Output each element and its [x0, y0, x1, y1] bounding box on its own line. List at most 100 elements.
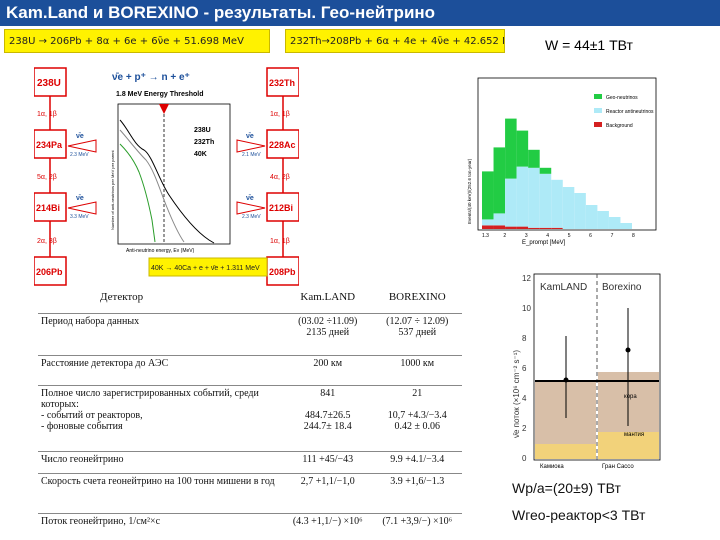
kamland-value: 841 484.7±26.5 244.7± 18.4	[283, 385, 373, 452]
row-label: Период набора данных	[38, 313, 283, 356]
pb208-label: 208Pb	[269, 267, 296, 277]
borexino-value: 9.9 +4.1/−3.4	[372, 451, 462, 474]
spectrum-tick-label: 1.3	[482, 233, 489, 239]
th-step1: 1α, 1β	[270, 111, 290, 118]
spectrum-bar-geo-neutrinos	[539, 167, 552, 174]
crust-label: кора	[624, 394, 637, 400]
table-row: Период набора данных (03.02 ÷11.09) 2135…	[38, 313, 462, 356]
spectrum-bar-background	[528, 227, 540, 229]
u-step2: 5α, 2β	[37, 174, 57, 181]
nu-bi212-energy: 2.3 MeV	[242, 214, 261, 220]
ibd-reaction: ν̄e + p⁺ → n + e⁺	[112, 72, 190, 83]
kamland-value: 111 +45/−43	[283, 451, 373, 474]
svg-text:ν̄e: ν̄e	[246, 194, 254, 202]
georeactor-power-limit: Wгео-реактор<3 ТВт	[512, 507, 646, 523]
svg-text:ν̄e: ν̄e	[76, 132, 84, 140]
mantle-label: мантия	[624, 432, 644, 438]
table-row: Расстояние детектора до АЭС 200 км 1000 …	[38, 355, 462, 386]
spectrum-tick-label: 5	[568, 233, 571, 239]
row-label: Полное число зарегистрированных событий,…	[38, 385, 283, 452]
decay-chain-diagram: 238U 234Pa 214Bi 206Pb 1α, 1β 5α, 2β 2α,…	[34, 67, 299, 286]
spectrum-y-axis-label: Events/(40 keV)/(252.6 ton·year)	[467, 158, 472, 224]
spectrum-bar-reactor-antineutrinos	[608, 217, 621, 229]
th-chain-column: 232Th 228Ac 212Bi 208Pb 1α, 1β 4α, 2β 1α…	[266, 67, 299, 286]
spectrum-bar-background	[505, 226, 517, 229]
flux-tick-label: 10	[522, 304, 531, 313]
spectrum-bar-geo-neutrinos	[505, 118, 517, 179]
neutrino-arrows: ν̄e 2.3 MeV ν̄e 3.3 MeV ν̄e 2.1 MeV ν̄e …	[67, 132, 266, 220]
group-borexino: Borexino	[602, 282, 642, 293]
borexino-value: (7.1 +3,9/−) ×10⁶	[372, 513, 462, 529]
row-label: Число геонейтрино	[38, 451, 283, 474]
spectrum-bar-reactor-antineutrinos	[516, 166, 529, 227]
group-kamland: KamLAND	[540, 282, 587, 293]
flux-tick-label: 4	[522, 394, 527, 403]
spectrum-bar-geo-neutrinos	[482, 171, 494, 220]
kamland-value: 2,7 +1,1/−1,0	[283, 473, 373, 514]
u-chain-column: 238U 234Pa 214Bi 206Pb 1α, 1β 5α, 2β 2α,…	[34, 67, 67, 286]
kamland-value: (4.3 +1,1/−) ×10⁶	[283, 513, 373, 529]
table-row: Полное число зарегистрированных событий,…	[38, 385, 462, 452]
kamland-value: (03.02 ÷11.09) 2135 дней	[283, 313, 373, 356]
legend-geo: Geo-neutrinos	[606, 95, 638, 101]
u-step3: 2α, 3β	[37, 238, 57, 245]
flux-tick-label: 2	[522, 424, 527, 433]
spectrum-tick-label: 8	[632, 233, 635, 239]
table-header-row: Детектор Kam.LAND BOREXINO	[38, 285, 462, 314]
geoneutrino-flux-chart: KamLAND Borexino кора мантия 0 2 4 6 8 10 12 К…	[510, 268, 662, 473]
table-row: Скорость счета геонейтрино на 100 тонн м…	[38, 473, 462, 514]
th-step3: 1α, 1β	[270, 238, 290, 245]
svg-text:ν̄e: ν̄e	[76, 194, 84, 202]
k40-decay-equation: 40K → 40Ca + e + ν̄e + 1.311 MeV	[151, 265, 260, 272]
spectrum-bar-reactor-antineutrinos	[574, 193, 586, 229]
spectrum-bar-background	[539, 227, 552, 229]
spectrum-bar-reactor-antineutrinos	[528, 167, 540, 228]
nu-bi214-energy: 3.3 MeV	[70, 214, 89, 220]
header-kamland: Kam.LAND	[300, 291, 356, 303]
thorium-decay-equation: 232Th→208Pb + 6α + 4e + 4ν̄e + 42.652 Me…	[285, 29, 505, 53]
flux-tick-label: 0	[522, 454, 527, 463]
row-label: Расстояние детектора до АЭС	[38, 355, 283, 386]
kamland-spectrum-chart: Geo-neutrinos Reactor antineutrinos Back…	[462, 74, 662, 246]
legend-geo-swatch	[594, 94, 602, 99]
nu-ac-energy: 2.1 MeV	[242, 152, 261, 158]
table-row: Число геонейтрино 111 +45/−43 9.9 +4.1/−…	[38, 451, 462, 474]
pb206-label: 206Pb	[36, 267, 63, 277]
site-kamioka: Камиока	[540, 464, 564, 470]
ac228-label: 228Ac	[269, 140, 296, 150]
flux-tick-label: 6	[522, 364, 527, 373]
spectrum-bar-background	[482, 225, 494, 229]
flux-tick-label: 12	[522, 274, 531, 283]
u238-label: 238U	[37, 78, 61, 89]
legend-u: 238U	[194, 127, 211, 134]
site-gran-sasso: Гран Сассо	[602, 464, 634, 470]
header-borexino: BOREXINO	[388, 291, 446, 303]
spectrum-bar-reactor-antineutrinos	[482, 219, 494, 226]
spectrum-tick-label: 3	[525, 233, 528, 239]
svg-text:ν̄e: ν̄e	[246, 132, 254, 140]
spectrum-bar-background	[516, 226, 529, 229]
borexino-value: 21 10,7 +4.3/−3.4 0.42 ± 0.06	[372, 385, 462, 452]
spectrum-tick-label: 7	[611, 233, 614, 239]
bi212-label: 212Bi	[269, 203, 293, 213]
th-step2: 4α, 2β	[270, 174, 290, 181]
antineutrino-spectrum-plot: ν̄e + p⁺ → n + e⁺ 1.8 MeV Energy Thresho…	[110, 72, 231, 254]
spectrum-bar-reactor-antineutrinos	[562, 187, 575, 229]
pa234-label: 234Pa	[36, 140, 63, 150]
flux-tick-label: 8	[522, 334, 527, 343]
legend-reactor: Reactor antineutrinos	[606, 109, 654, 115]
spectrum-bar-reactor-antineutrinos	[505, 178, 517, 227]
detector-comparison-table: Детектор Kam.LAND BOREXINO Период набора…	[38, 285, 462, 529]
spectrum-bar-geo-neutrinos	[516, 130, 529, 167]
uranium-decay-equation: 238U → 206Pb + 8α + 6e + 6ν̄e + 51.698 M…	[4, 29, 270, 53]
kamland-value: 200 км	[283, 355, 373, 386]
spectrum-bar-geo-neutrinos	[493, 147, 506, 214]
spectrum-bar-reactor-antineutrinos	[493, 213, 506, 226]
legend-reactor-swatch	[594, 108, 602, 113]
spectrum-tick-label: 2	[503, 233, 506, 239]
spectrum-xlabel: Anti-neutrino energy, Eν (MeV)	[126, 248, 195, 254]
spectrum-tick-label: 4	[546, 233, 549, 239]
legend-background-swatch	[594, 122, 602, 127]
spectrum-bar-background	[551, 227, 563, 229]
radiogenic-power: Wp/a=(20±9) ТВт	[512, 480, 621, 496]
